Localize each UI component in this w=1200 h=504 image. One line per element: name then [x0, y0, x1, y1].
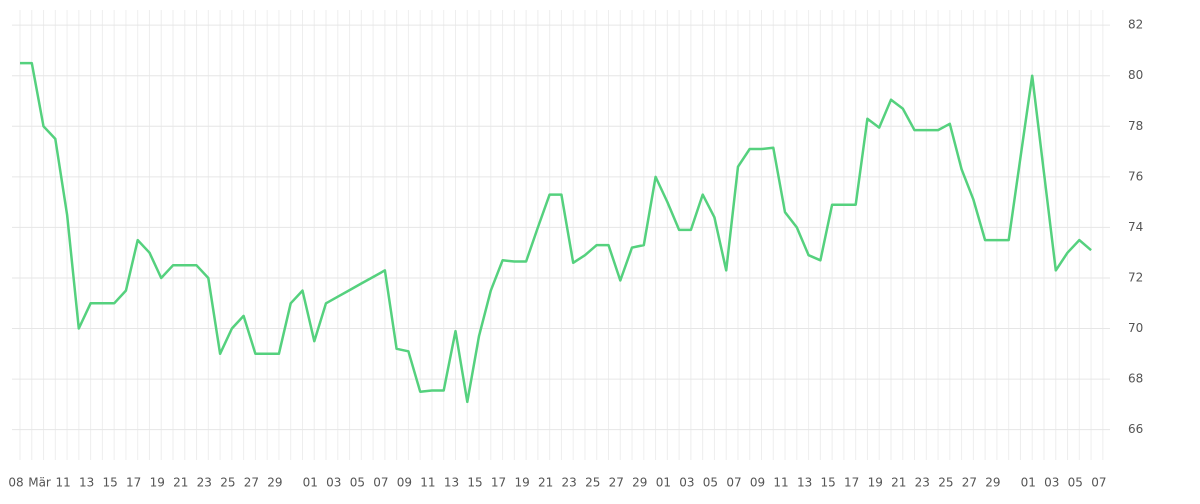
x-tick-label: 13 [79, 476, 94, 490]
x-tick-label: 07 [373, 476, 388, 490]
x-tick-label: 15 [467, 476, 482, 490]
x-tick-label: 23 [562, 476, 577, 490]
x-tick-label: Mär [28, 476, 51, 490]
x-tick-label: 25 [585, 476, 600, 490]
x-tick-label: 09 [397, 476, 412, 490]
x-tick-label: 11 [773, 476, 788, 490]
x-tick-label: 23 [915, 476, 930, 490]
x-tick-label: 03 [326, 476, 341, 490]
x-tick-label: 01 [1021, 476, 1036, 490]
x-tick-label: 27 [962, 476, 977, 490]
x-tick-label: 17 [126, 476, 141, 490]
x-tick-label: 29 [985, 476, 1000, 490]
x-tick-label: 21 [173, 476, 188, 490]
x-tick-label: 29 [632, 476, 647, 490]
x-tick-label: 11 [420, 476, 435, 490]
x-tick-label: 08 [8, 476, 23, 490]
x-tick-label: 01 [656, 476, 671, 490]
x-tick-label: 13 [444, 476, 459, 490]
x-tick-label: 07 [726, 476, 741, 490]
x-tick-label: 15 [103, 476, 118, 490]
x-tick-label: 17 [844, 476, 859, 490]
x-tick-label: 03 [679, 476, 694, 490]
x-tick-label: 13 [797, 476, 812, 490]
y-tick-label: 78 [1128, 119, 1143, 133]
line [20, 61, 1092, 404]
x-tick-label: 19 [868, 476, 883, 490]
y-tick-label: 70 [1128, 321, 1143, 335]
x-tick-label: 15 [820, 476, 835, 490]
x-tick-label: 05 [350, 476, 365, 490]
x-tick-label: 21 [538, 476, 553, 490]
y-tick-label: 76 [1128, 169, 1143, 183]
x-tick-label: 25 [220, 476, 235, 490]
x-tick-label: 27 [244, 476, 259, 490]
x-tick-label: 11 [55, 476, 70, 490]
x-tick-label: 05 [703, 476, 718, 490]
x-tick-label: 05 [1068, 476, 1083, 490]
y-tick-label: 66 [1128, 422, 1143, 436]
x-tick-label: 01 [303, 476, 318, 490]
x-tick-label: 19 [514, 476, 529, 490]
y-tick-label: 74 [1128, 220, 1143, 234]
x-tick-label: 09 [750, 476, 765, 490]
y-tick-label: 82 [1128, 18, 1143, 32]
x-tick-label: 07 [1091, 476, 1106, 490]
x-tick-label: 27 [609, 476, 624, 490]
x-tick-label: 23 [197, 476, 212, 490]
x-tick-label: 21 [891, 476, 906, 490]
y-tick-label: 68 [1128, 372, 1143, 386]
y-tick-label: 80 [1128, 68, 1143, 82]
x-tick-label: 03 [1044, 476, 1059, 490]
x-tick-label: 17 [491, 476, 506, 490]
y-tick-label: 72 [1128, 270, 1143, 284]
x-tick-label: 19 [150, 476, 165, 490]
x-tick-label: 29 [267, 476, 282, 490]
x-tick-label: 25 [938, 476, 953, 490]
